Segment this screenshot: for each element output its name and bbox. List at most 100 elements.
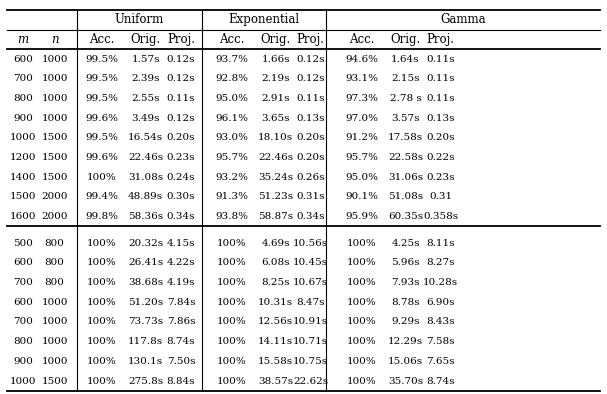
Text: 10.56s: 10.56s (293, 239, 328, 248)
Text: n: n (51, 33, 58, 46)
Text: 0.30s: 0.30s (167, 192, 195, 201)
Text: 800: 800 (45, 239, 64, 248)
Text: 1000: 1000 (41, 337, 68, 346)
Text: 900: 900 (13, 113, 33, 123)
Text: 0.12s: 0.12s (297, 74, 325, 83)
Text: 3.65s: 3.65s (262, 113, 290, 123)
Text: 73.73s: 73.73s (128, 318, 163, 327)
Text: 2.39s: 2.39s (132, 74, 160, 83)
Text: Exponential: Exponential (228, 13, 299, 26)
Text: 10.91s: 10.91s (293, 318, 328, 327)
Text: 95.7%: 95.7% (345, 153, 378, 162)
Text: 100%: 100% (347, 337, 377, 346)
Text: 6.90s: 6.90s (427, 298, 455, 307)
Text: 38.68s: 38.68s (128, 278, 163, 287)
Text: 8.74s: 8.74s (427, 377, 455, 385)
Text: 1500: 1500 (41, 173, 68, 182)
Text: 100%: 100% (347, 298, 377, 307)
Text: 8.27s: 8.27s (427, 258, 455, 268)
Text: 1400: 1400 (10, 173, 36, 182)
Text: 2.19s: 2.19s (262, 74, 290, 83)
Text: 0.34s: 0.34s (297, 212, 325, 221)
Text: 100%: 100% (87, 173, 117, 182)
Text: 10.71s: 10.71s (293, 337, 328, 346)
Text: 1000: 1000 (10, 377, 36, 385)
Text: 600: 600 (13, 55, 33, 63)
Text: 100%: 100% (347, 377, 377, 385)
Text: 0.20s: 0.20s (297, 153, 325, 162)
Text: 100%: 100% (217, 357, 247, 366)
Text: 4.69s: 4.69s (262, 239, 290, 248)
Text: 100%: 100% (87, 278, 117, 287)
Text: 1500: 1500 (10, 192, 36, 201)
Text: 275.8s: 275.8s (128, 377, 163, 385)
Text: 8.43s: 8.43s (427, 318, 455, 327)
Text: 93.8%: 93.8% (215, 212, 248, 221)
Text: 0.13s: 0.13s (427, 113, 455, 123)
Text: 99.8%: 99.8% (86, 212, 118, 221)
Text: 7.50s: 7.50s (167, 357, 195, 366)
Text: 100%: 100% (347, 318, 377, 327)
Text: 60.35s: 60.35s (388, 212, 423, 221)
Text: 8.25s: 8.25s (262, 278, 290, 287)
Text: 0.11s: 0.11s (427, 94, 455, 103)
Text: 35.70s: 35.70s (388, 377, 423, 385)
Text: 1200: 1200 (10, 153, 36, 162)
Text: 100%: 100% (217, 278, 247, 287)
Text: 100%: 100% (87, 258, 117, 268)
Text: 1000: 1000 (41, 357, 68, 366)
Text: 99.5%: 99.5% (86, 74, 118, 83)
Text: 58.87s: 58.87s (258, 212, 293, 221)
Text: 8.84s: 8.84s (167, 377, 195, 385)
Text: 15.06s: 15.06s (388, 357, 423, 366)
Text: 1000: 1000 (41, 318, 68, 327)
Text: 100%: 100% (217, 239, 247, 248)
Text: 48.89s: 48.89s (128, 192, 163, 201)
Text: 22.58s: 22.58s (388, 153, 423, 162)
Text: Uniform: Uniform (115, 13, 164, 26)
Text: 0.11s: 0.11s (427, 74, 455, 83)
Text: 1000: 1000 (41, 298, 68, 307)
Text: Proj.: Proj. (427, 33, 455, 46)
Text: 1000: 1000 (41, 55, 68, 63)
Text: 2000: 2000 (41, 192, 68, 201)
Text: 26.41s: 26.41s (128, 258, 163, 268)
Text: 4.25s: 4.25s (392, 239, 419, 248)
Text: 93.1%: 93.1% (345, 74, 378, 83)
Text: 700: 700 (13, 278, 33, 287)
Text: 4.15s: 4.15s (167, 239, 195, 248)
Text: 100%: 100% (87, 377, 117, 385)
Text: 1500: 1500 (41, 377, 68, 385)
Text: 20.32s: 20.32s (128, 239, 163, 248)
Text: 99.6%: 99.6% (86, 113, 118, 123)
Text: 2.78 s: 2.78 s (390, 94, 421, 103)
Text: Acc.: Acc. (349, 33, 375, 46)
Text: 1000: 1000 (41, 113, 68, 123)
Text: 1500: 1500 (41, 153, 68, 162)
Text: 600: 600 (13, 298, 33, 307)
Text: 31.08s: 31.08s (128, 173, 163, 182)
Text: 1.64s: 1.64s (392, 55, 419, 63)
Text: 4.22s: 4.22s (167, 258, 195, 268)
Text: 8.11s: 8.11s (427, 239, 455, 248)
Text: 2000: 2000 (41, 212, 68, 221)
Text: 18.10s: 18.10s (258, 133, 293, 142)
Text: 700: 700 (13, 318, 33, 327)
Text: 100%: 100% (347, 239, 377, 248)
Text: 0.23s: 0.23s (167, 153, 195, 162)
Text: 99.5%: 99.5% (86, 94, 118, 103)
Text: 100%: 100% (347, 258, 377, 268)
Text: 0.26s: 0.26s (297, 173, 325, 182)
Text: 38.57s: 38.57s (258, 377, 293, 385)
Text: 51.23s: 51.23s (258, 192, 293, 201)
Text: 96.1%: 96.1% (215, 113, 248, 123)
Text: 8.78s: 8.78s (392, 298, 419, 307)
Text: 100%: 100% (347, 357, 377, 366)
Text: 31.06s: 31.06s (388, 173, 423, 182)
Text: 700: 700 (13, 74, 33, 83)
Text: 2.15s: 2.15s (392, 74, 419, 83)
Text: 1000: 1000 (41, 74, 68, 83)
Text: 99.5%: 99.5% (86, 55, 118, 63)
Text: 51.08s: 51.08s (388, 192, 423, 201)
Text: 0.20s: 0.20s (427, 133, 455, 142)
